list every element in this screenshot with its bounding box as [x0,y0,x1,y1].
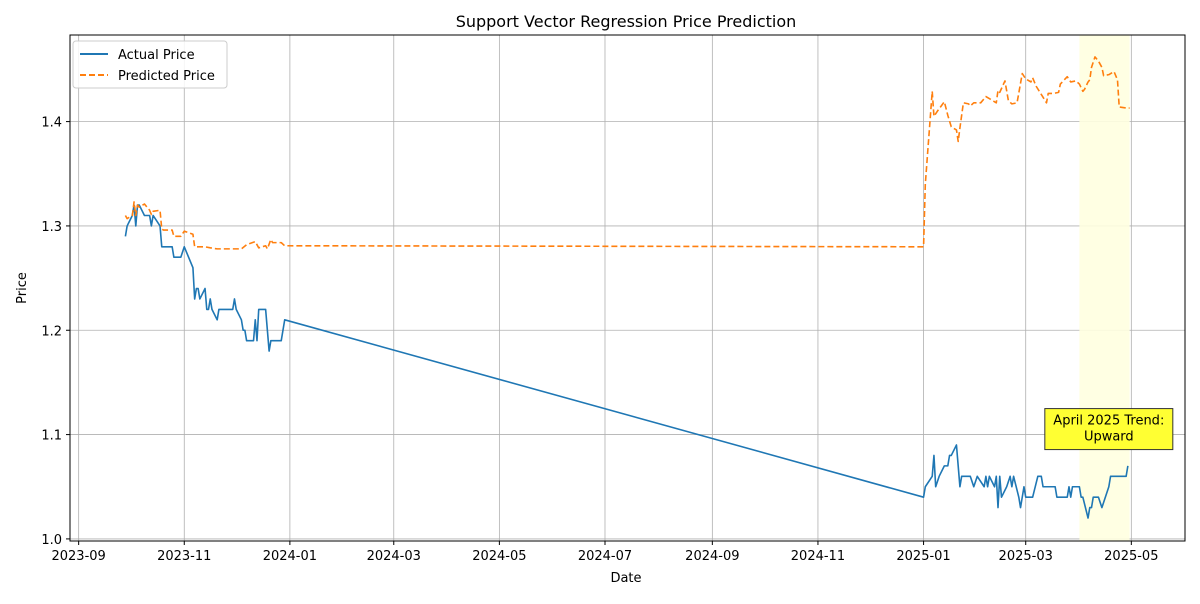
x-tick-label: 2025-05 [1104,549,1158,564]
x-tick-label: 2025-01 [896,549,950,564]
x-tick-label: 2025-03 [999,549,1053,564]
y-tick-label: 1.3 [41,220,62,235]
y-axis-label: Price [15,272,30,304]
x-tick-label: 2024-09 [685,549,739,564]
series-layer [124,56,1130,519]
legend: Actual Price Predicted Price [72,40,228,89]
y-tick-label: 1.2 [41,324,62,339]
y-tick-label: 1.4 [41,116,62,131]
annotation: April 2025 Trend: Upward [1044,408,1174,451]
x-tick-label: 2024-03 [367,549,421,564]
highlight-layer [1079,35,1130,541]
y-tick-label: 1.1 [41,429,62,444]
x-tick-label: 2023-09 [51,549,105,564]
x-axis-label: Date [610,571,641,586]
annotation-line-2: Upward [1084,430,1134,445]
annotation-line-1: April 2025 Trend: [1053,414,1164,429]
legend-label-actual: Actual Price [118,48,195,63]
chart-title: Support Vector Regression Price Predicti… [456,12,797,31]
legend-label-predicted: Predicted Price [118,69,215,84]
x-tick-label: 2024-01 [263,549,317,564]
x-tick-label: 2024-07 [578,549,632,564]
legend-box [72,40,228,89]
plot-frame [69,34,1186,542]
x-tick-label: 2023-11 [157,549,211,564]
tick-layer: 2023-09 2023-11 2024-01 2024-03 2024-05 2024-… [41,116,1158,564]
series-line-predicted-price [124,56,1130,250]
x-tick-label: 2024-05 [472,549,526,564]
highlight-april-2025 [1079,35,1130,541]
x-tick-label: 2024-11 [791,549,845,564]
annotation-box [1044,408,1174,451]
grid-layer [70,35,1185,541]
y-tick-label: 1.0 [41,533,62,548]
series-line-actual-price [124,204,1129,519]
